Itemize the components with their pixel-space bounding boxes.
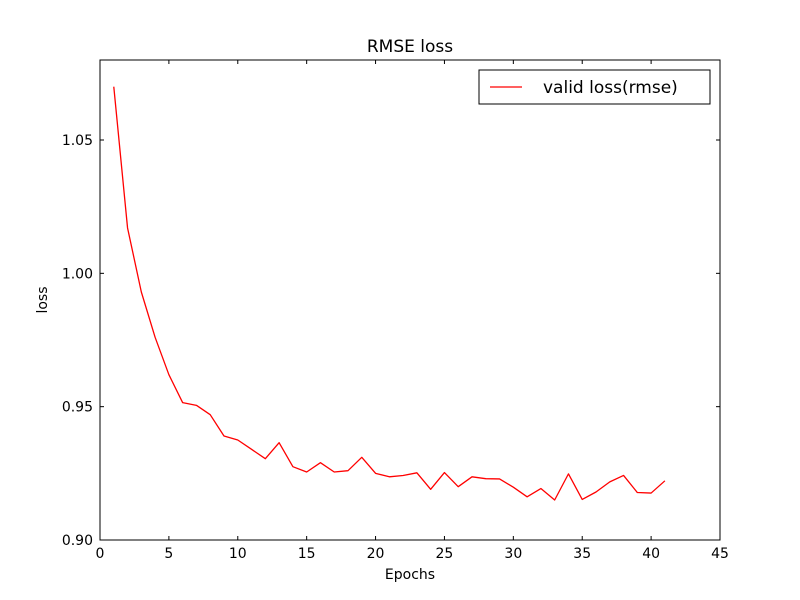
data-point	[223, 435, 224, 436]
data-point	[527, 496, 528, 497]
data-point	[582, 499, 583, 500]
legend: valid loss(rmse)	[478, 69, 711, 105]
data-point	[664, 480, 665, 481]
data-point	[568, 473, 569, 474]
x-tick-label: 25	[436, 546, 454, 562]
data-point	[430, 489, 431, 490]
data-point	[444, 472, 445, 473]
data-point	[416, 472, 417, 473]
data-point	[361, 457, 362, 458]
x-tick-label: 5	[164, 546, 173, 562]
x-tick-label: 45	[711, 546, 729, 562]
data-point	[127, 227, 128, 228]
data-point	[513, 487, 514, 488]
data-point	[306, 471, 307, 472]
series-layer	[113, 86, 666, 501]
data-point	[637, 492, 638, 493]
data-point	[182, 402, 183, 403]
data-point	[141, 291, 142, 292]
x-tick-label: 35	[573, 546, 591, 562]
y-tick-label: 0.90	[62, 533, 93, 549]
y-tick-label: 1.00	[62, 266, 93, 282]
data-point	[540, 488, 541, 489]
data-point	[196, 405, 197, 406]
data-point	[168, 374, 169, 375]
data-point	[609, 481, 610, 482]
data-point	[485, 478, 486, 479]
data-point	[623, 475, 624, 476]
x-tick-label: 30	[504, 546, 522, 562]
data-point	[251, 449, 252, 450]
series-line-valid-loss	[113, 86, 666, 501]
data-point	[155, 337, 156, 338]
axis-ticks: 0 5 10 15 20 25 30 35 40 45 0.90 0.95 1.00 1.05	[62, 60, 729, 562]
data-point	[113, 86, 114, 87]
data-point	[265, 458, 266, 459]
y-tick-label: 1.05	[62, 133, 93, 149]
data-point	[347, 470, 348, 471]
data-point	[334, 471, 335, 472]
data-point	[499, 478, 500, 479]
x-tick-label: 40	[642, 546, 660, 562]
data-point	[471, 476, 472, 477]
data-point	[403, 475, 404, 476]
data-point	[651, 492, 652, 493]
plot-frame	[99, 59, 721, 541]
data-point	[375, 473, 376, 474]
data-point	[210, 414, 211, 415]
data-point	[237, 439, 238, 440]
x-axis-label: Epochs	[385, 567, 435, 583]
data-point	[279, 442, 280, 443]
legend-label: valid loss(rmse)	[543, 78, 678, 98]
data-point	[292, 466, 293, 467]
y-axis-label: loss	[35, 286, 51, 313]
data-point	[389, 476, 390, 477]
data-point	[458, 486, 459, 487]
data-point	[320, 462, 321, 463]
x-tick-label: 15	[298, 546, 316, 562]
x-tick-label: 20	[367, 546, 385, 562]
x-tick-label: 0	[96, 546, 105, 562]
chart-title: RMSE loss	[367, 37, 453, 57]
x-tick-label: 10	[229, 546, 247, 562]
data-point	[554, 499, 555, 500]
y-tick-label: 0.95	[62, 400, 93, 416]
data-point	[595, 491, 596, 492]
